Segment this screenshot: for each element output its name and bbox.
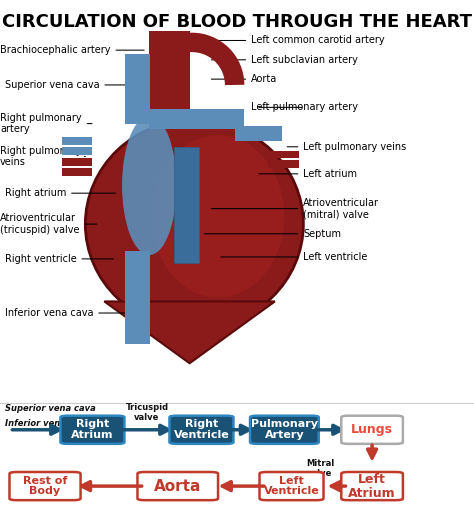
- Text: Left subclavian artery: Left subclavian artery: [211, 55, 358, 65]
- Text: Right ventricle: Right ventricle: [5, 254, 113, 264]
- FancyBboxPatch shape: [9, 472, 81, 500]
- Bar: [235, 125, 282, 141]
- Text: Left
Atrium: Left Atrium: [348, 473, 396, 500]
- Bar: [62, 137, 92, 145]
- Bar: [174, 147, 199, 263]
- Text: Left ventricle: Left ventricle: [221, 252, 368, 262]
- Bar: [125, 251, 150, 344]
- Text: Aorta: Aorta: [211, 74, 277, 84]
- Text: Left
Ventricle: Left Ventricle: [264, 476, 319, 497]
- Polygon shape: [104, 302, 275, 364]
- Ellipse shape: [152, 135, 284, 297]
- Bar: [62, 158, 92, 166]
- Text: Mitral
valve: Mitral valve: [306, 459, 334, 478]
- FancyBboxPatch shape: [341, 472, 403, 500]
- Text: Inferior vena cava: Inferior vena cava: [5, 308, 142, 318]
- Text: Right pulmonary
veins: Right pulmonary veins: [0, 145, 85, 167]
- Text: Right
Ventricle: Right Ventricle: [173, 419, 229, 440]
- Text: Left atrium: Left atrium: [259, 169, 357, 179]
- Bar: [149, 31, 190, 116]
- Text: Septum: Septum: [204, 229, 341, 239]
- FancyBboxPatch shape: [341, 416, 403, 444]
- Text: Lungs: Lungs: [351, 423, 393, 436]
- Text: Left pulmonary veins: Left pulmonary veins: [287, 142, 407, 152]
- Text: Rest of
Body: Rest of Body: [23, 476, 67, 497]
- Ellipse shape: [122, 116, 176, 255]
- FancyBboxPatch shape: [61, 416, 124, 444]
- Text: Atrioventricular
(mitral) valve: Atrioventricular (mitral) valve: [211, 198, 379, 220]
- Text: Brachiocephalic artery: Brachiocephalic artery: [0, 45, 144, 55]
- Bar: [62, 168, 92, 176]
- Text: Tricuspid
valve: Tricuspid valve: [126, 403, 168, 422]
- Text: CIRCULATION OF BLOOD THROUGH THE HEART: CIRCULATION OF BLOOD THROUGH THE HEART: [2, 13, 472, 31]
- Text: Right pulmonary
artery: Right pulmonary artery: [0, 113, 92, 134]
- Text: Inferior vena cava: Inferior vena cava: [5, 418, 90, 428]
- Text: Pulmonary
Artery: Pulmonary Artery: [251, 419, 318, 440]
- FancyBboxPatch shape: [169, 416, 233, 444]
- Bar: [149, 109, 244, 130]
- FancyBboxPatch shape: [250, 416, 319, 444]
- Bar: [268, 160, 299, 168]
- Text: Right
Atrium: Right Atrium: [71, 419, 114, 440]
- FancyBboxPatch shape: [259, 472, 323, 500]
- FancyBboxPatch shape: [137, 472, 218, 500]
- Text: Right atrium: Right atrium: [5, 188, 116, 198]
- Text: Left common carotid artery: Left common carotid artery: [211, 35, 385, 46]
- Text: Superior vena cava: Superior vena cava: [5, 404, 95, 413]
- Bar: [268, 151, 299, 158]
- Text: Left pulmonary artery: Left pulmonary artery: [251, 102, 358, 112]
- Text: Superior vena cava: Superior vena cava: [5, 80, 137, 90]
- Ellipse shape: [85, 120, 303, 329]
- Text: Aorta: Aorta: [154, 479, 201, 494]
- Text: Atrioventricular
(tricuspid) valve: Atrioventricular (tricuspid) valve: [0, 214, 97, 235]
- Bar: [62, 147, 92, 155]
- Bar: [125, 54, 150, 123]
